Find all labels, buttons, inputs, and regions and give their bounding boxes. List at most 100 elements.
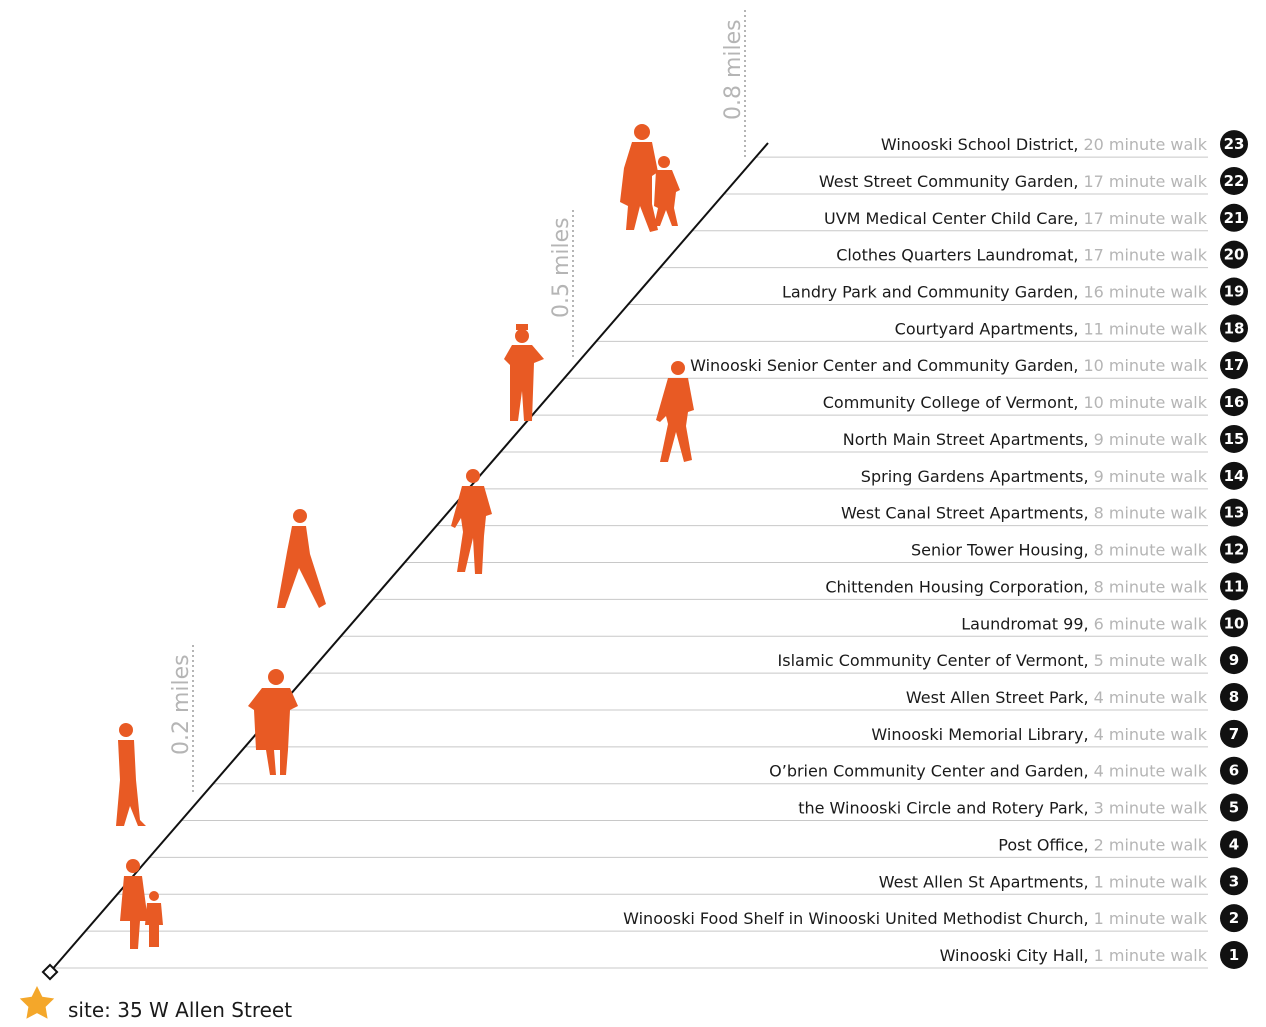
place-name: West Allen Street Park,	[906, 688, 1089, 707]
number-label: 20	[1224, 246, 1245, 264]
number-badge	[1220, 719, 1248, 748]
site-star	[19, 986, 55, 1019]
number-badge	[1220, 130, 1248, 159]
number-label: 21	[1224, 209, 1245, 227]
place-name: West Street Community Garden,	[819, 172, 1079, 191]
row-text: Courtyard Apartments, 11 minute walk	[895, 319, 1208, 338]
number-label: 7	[1229, 725, 1239, 743]
row-text: Winooski Senior Center and Community Gar…	[690, 356, 1208, 375]
place-name: Winooski School District,	[881, 135, 1079, 154]
number-label: 23	[1224, 135, 1245, 153]
row-text: West Allen St Apartments, 1 minute walk	[879, 872, 1208, 891]
row-text: Senior Tower Housing, 8 minute walk	[911, 541, 1208, 560]
walk-time: 16 minute walk	[1083, 283, 1207, 302]
walk-time: 1 minute walk	[1094, 946, 1208, 965]
number-badge	[1220, 682, 1248, 711]
row-text: Winooski School District, 20 minute walk	[881, 135, 1208, 154]
place-name: North Main Street Apartments,	[843, 430, 1089, 449]
number-label: 11	[1224, 577, 1245, 595]
walk-time: 11 minute walk	[1083, 319, 1207, 338]
place-name: the Winooski Circle and Rotery Park,	[798, 799, 1088, 818]
row-text: Landry Park and Community Garden, 16 minu…	[782, 283, 1208, 302]
row-text: Winooski City Hall, 1 minute walk	[940, 946, 1208, 965]
row-text: Laundromat 99, 6 minute walk	[961, 614, 1207, 633]
number-badge	[1220, 793, 1248, 822]
walk-time: 10 minute walk	[1083, 356, 1207, 375]
number-badge	[1220, 904, 1248, 933]
row-text: Winooski Memorial Library, 4 minute walk	[871, 725, 1207, 744]
walk-time: 10 minute walk	[1083, 393, 1207, 412]
place-name: Landry Park and Community Garden,	[782, 283, 1078, 302]
number-label: 9	[1229, 651, 1239, 669]
place-name: Courtyard Apartments,	[895, 319, 1079, 338]
row-text: West Canal Street Apartments, 8 minute wa…	[841, 504, 1208, 523]
number-label: 18	[1224, 319, 1245, 337]
place-name: Post Office,	[998, 835, 1088, 854]
number-label: 16	[1224, 393, 1245, 411]
row-text: Community College of Vermont, 10 minute w…	[823, 393, 1208, 412]
number-badge	[1220, 756, 1248, 785]
walk-time: 3 minute walk	[1094, 799, 1208, 818]
place-name: Winooski Food Shelf in Winooski United M…	[623, 909, 1088, 928]
number-badge	[1220, 498, 1248, 527]
number-label: 14	[1224, 467, 1245, 485]
walk-time: 17 minute walk	[1083, 172, 1207, 191]
place-name: Senior Tower Housing,	[911, 541, 1089, 560]
walker-figures	[116, 124, 694, 949]
walk-time: 1 minute walk	[1094, 909, 1208, 928]
walk-time: 6 minute walk	[1094, 614, 1208, 633]
number-label: 3	[1229, 872, 1239, 890]
place-name: West Canal Street Apartments,	[841, 504, 1089, 523]
number-label: 17	[1224, 356, 1245, 374]
number-label: 10	[1224, 614, 1245, 632]
row-text: Islamic Community Center of Vermont, 5 mi…	[778, 651, 1208, 670]
row-text: Chittenden Housing Corporation, 8 minute …	[825, 577, 1207, 596]
number-label: 8	[1229, 688, 1239, 706]
number-label: 5	[1229, 799, 1239, 817]
walk-time: 4 minute walk	[1094, 725, 1208, 744]
distance-line	[49, 142, 769, 973]
walk-time: 9 minute walk	[1094, 430, 1208, 449]
number-label: 22	[1224, 172, 1245, 190]
place-name: UVM Medical Center Child Care,	[824, 209, 1078, 228]
walk-time: 17 minute walk	[1083, 209, 1207, 228]
row-text: Clothes Quarters Laundromat, 17 minute wa…	[836, 246, 1208, 265]
walk-time: 8 minute walk	[1094, 577, 1208, 596]
place-name: O’brien Community Center and Garden,	[769, 762, 1088, 781]
walk-time: 20 minute walk	[1083, 135, 1207, 154]
row-text: West Street Community Garden, 17 minute w…	[819, 172, 1208, 191]
number-label: 15	[1224, 430, 1245, 448]
number-badge	[1220, 314, 1248, 343]
place-name: Spring Gardens Apartments,	[861, 467, 1089, 486]
number-badge	[1220, 609, 1248, 638]
marker-label: 0.2 miles	[169, 654, 194, 755]
row-text: UVM Medical Center Child Care, 17 minute …	[824, 209, 1208, 228]
place-name: Winooski Senior Center and Community Gar…	[690, 356, 1078, 375]
place-name: Winooski City Hall,	[940, 946, 1089, 965]
number-label: 6	[1229, 762, 1239, 780]
number-badge	[1220, 830, 1248, 859]
number-badge	[1220, 572, 1248, 601]
number-badge	[1220, 203, 1248, 232]
row-text: O’brien Community Center and Garden, 4 mi…	[769, 762, 1208, 781]
row-text: Winooski Food Shelf in Winooski United M…	[623, 909, 1208, 928]
number-label: 19	[1224, 283, 1245, 301]
place-name: West Allen St Apartments,	[879, 872, 1089, 891]
rows: Winooski City Hall, 1 minute walk 1 Winoosk…	[53, 130, 1248, 969]
walk-time: 5 minute walk	[1094, 651, 1208, 670]
number-badge	[1220, 166, 1248, 195]
place-name: Clothes Quarters Laundromat,	[836, 246, 1078, 265]
number-badge	[1220, 388, 1248, 417]
site-label: site: 35 W Allen Street	[68, 998, 292, 1022]
walk-time: 2 minute walk	[1094, 835, 1208, 854]
number-badge	[1220, 351, 1248, 380]
place-name: Community College of Vermont,	[823, 393, 1079, 412]
site-marker	[41, 963, 59, 981]
number-label: 2	[1229, 909, 1239, 927]
walk-time: 8 minute walk	[1094, 541, 1208, 560]
number-badge	[1220, 535, 1248, 564]
number-label: 4	[1229, 835, 1239, 853]
row-text: the Winooski Circle and Rotery Park, 3 mi…	[798, 799, 1208, 818]
row-text: North Main Street Apartments, 9 minute wa…	[843, 430, 1208, 449]
